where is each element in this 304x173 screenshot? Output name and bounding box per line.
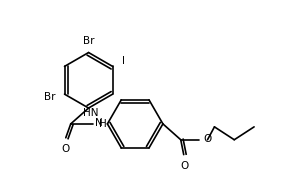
Text: H: H [99, 119, 107, 129]
Text: Br: Br [44, 92, 56, 102]
Text: O: O [181, 161, 189, 171]
Text: HN: HN [83, 108, 99, 118]
Text: O: O [62, 144, 70, 154]
Text: I: I [122, 56, 125, 66]
Text: O: O [204, 134, 212, 144]
Text: Br: Br [83, 36, 94, 46]
Text: N: N [95, 118, 102, 128]
